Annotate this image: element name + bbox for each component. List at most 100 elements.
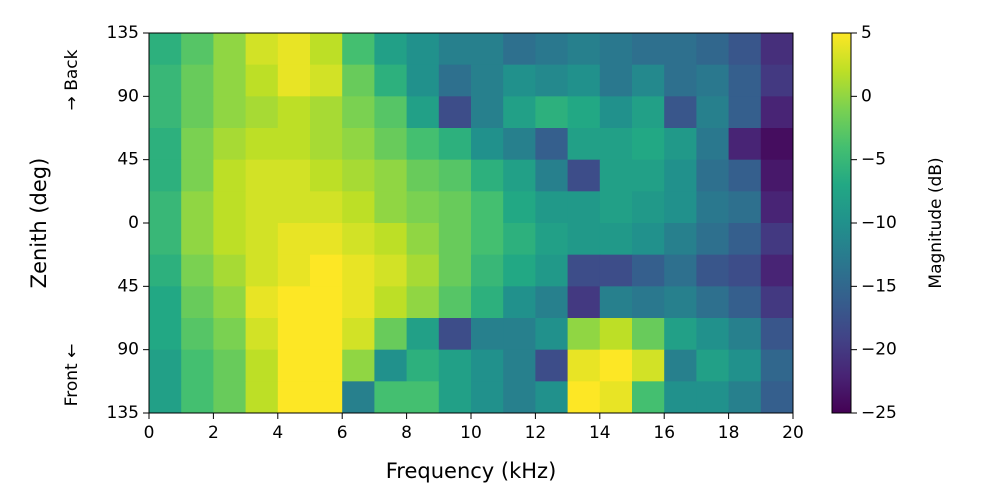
heatmap-cell: [599, 33, 633, 66]
heatmap-cell: [438, 191, 472, 224]
heatmap-cell: [277, 349, 311, 382]
heatmap-cell: [310, 64, 343, 97]
heatmap-cell: [438, 96, 472, 129]
heatmap-cell: [503, 64, 536, 97]
heatmap-cell: [471, 254, 504, 287]
heatmap-cell: [406, 349, 440, 382]
heatmap-cell: [760, 191, 794, 224]
heatmap-cell: [245, 33, 279, 66]
heatmap-cell: [149, 349, 182, 382]
heatmap-cell: [760, 159, 794, 192]
heatmap-cell: [310, 191, 343, 224]
heatmap-cell: [245, 191, 279, 224]
y-tick-label: 90: [117, 86, 139, 106]
heatmap-cell: [245, 318, 279, 351]
heatmap-cell: [181, 349, 214, 382]
heatmap-cell: [149, 159, 182, 192]
heatmap-cell: [342, 191, 375, 224]
heatmap-cell: [181, 191, 214, 224]
heatmap-cell: [503, 191, 536, 224]
heatmap-cell: [599, 159, 633, 192]
heatmap-cell: [406, 159, 440, 192]
heatmap-cell: [599, 191, 633, 224]
heatmap-cell: [149, 381, 182, 414]
heatmap-cell: [664, 349, 697, 382]
heatmap-cell: [567, 223, 601, 256]
heatmap-cell: [438, 318, 472, 351]
heatmap-cell: [245, 349, 279, 382]
heatmap-cell: [213, 64, 247, 97]
heatmap-cell: [599, 381, 633, 414]
heatmap-cell: [438, 381, 472, 414]
heatmap-cell: [406, 96, 440, 129]
heatmap-cell: [760, 96, 794, 129]
heatmap-cell: [310, 128, 343, 161]
heatmap-cell: [277, 191, 311, 224]
heatmap-cell: [310, 349, 343, 382]
heatmap-cell: [632, 191, 665, 224]
heatmap-cell: [438, 64, 472, 97]
heatmap-cell: [535, 381, 569, 414]
x-tick-label: 12: [525, 423, 547, 443]
heatmap-cell: [503, 318, 536, 351]
heatmap-cell: [181, 223, 214, 256]
heatmap-cell: [567, 381, 601, 414]
heatmap-cell: [503, 128, 536, 161]
heatmap-cell: [503, 159, 536, 192]
heatmap-cell: [567, 33, 601, 66]
heatmap-cell: [471, 191, 504, 224]
heatmap-cell: [632, 318, 665, 351]
heatmap-cell: [471, 128, 504, 161]
heatmap-cell: [342, 286, 375, 319]
heatmap-cell: [406, 128, 440, 161]
heatmap-cell: [374, 254, 408, 287]
heatmap-cell: [310, 381, 343, 414]
heatmap-cell: [728, 286, 762, 319]
heatmap-cell: [374, 223, 408, 256]
heatmap-cell: [374, 64, 408, 97]
heatmap-cell: [599, 349, 633, 382]
colorbar-tick-label: 5: [861, 23, 872, 43]
heatmap-cell: [181, 33, 214, 66]
heatmap: [149, 33, 794, 414]
heatmap-cell: [728, 349, 762, 382]
heatmap-cell: [535, 128, 569, 161]
heatmap-cell: [310, 33, 343, 66]
heatmap-cell: [664, 33, 697, 66]
heatmap-cell: [181, 159, 214, 192]
heatmap-cell: [277, 286, 311, 319]
heatmap-cell: [567, 159, 601, 192]
heatmap-cell: [471, 33, 504, 66]
heatmap-cell: [245, 286, 279, 319]
heatmap-cell: [664, 286, 697, 319]
x-tick-label: 6: [337, 423, 348, 443]
heatmap-cell: [760, 318, 794, 351]
heatmap-cell: [149, 96, 182, 129]
colorbar-tick-label: −15: [861, 276, 897, 296]
heatmap-cell: [149, 254, 182, 287]
heatmap-cell: [535, 33, 569, 66]
heatmap-cell: [342, 381, 375, 414]
heatmap-cell: [406, 318, 440, 351]
heatmap-cell: [181, 254, 214, 287]
x-tick-label: 8: [401, 423, 412, 443]
heatmap-cell: [503, 349, 536, 382]
heatmap-cell: [471, 96, 504, 129]
y-tick-label: 0: [128, 213, 139, 233]
heatmap-cell: [664, 128, 697, 161]
heatmap-cell: [503, 381, 536, 414]
heatmap-cell: [438, 254, 472, 287]
heatmap-cell: [310, 223, 343, 256]
heatmap-cell: [567, 254, 601, 287]
heatmap-cell: [374, 128, 408, 161]
heatmap-cell: [277, 254, 311, 287]
heatmap-cell: [599, 128, 633, 161]
heatmap-cell: [310, 159, 343, 192]
heatmap-cell: [245, 96, 279, 129]
heatmap-cell: [181, 381, 214, 414]
colorbar-tick-label: −20: [861, 340, 897, 360]
x-tick-label: 16: [653, 423, 675, 443]
heatmap-cell: [599, 96, 633, 129]
